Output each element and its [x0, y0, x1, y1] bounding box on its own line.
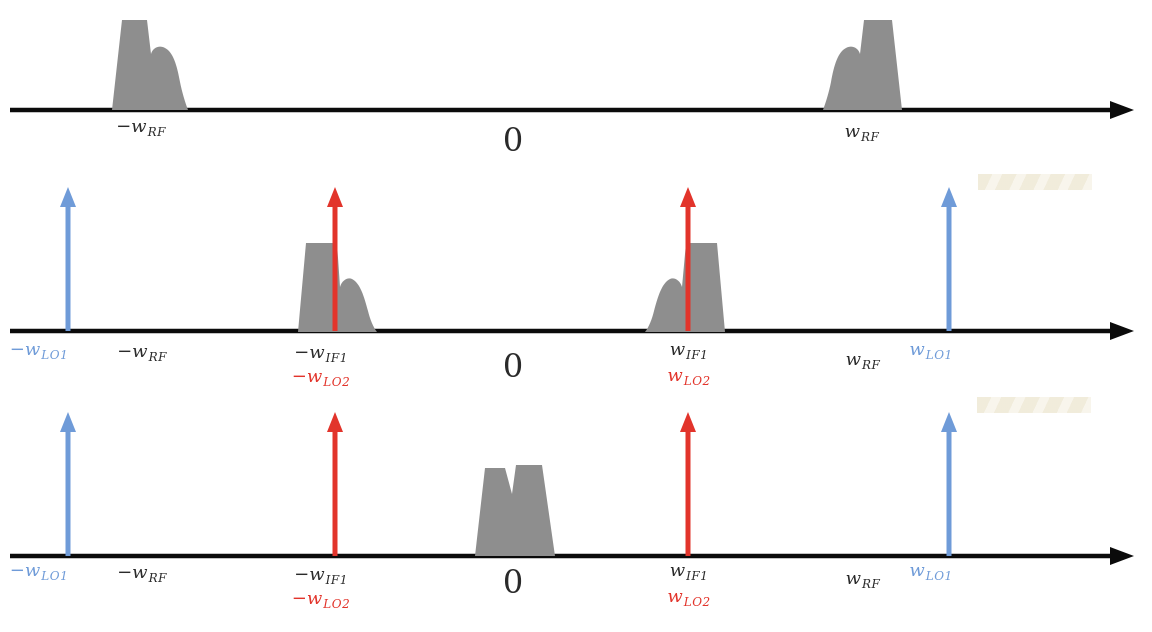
label-neg-wif1-row2: −wIF1	[294, 342, 348, 365]
label-text: w	[667, 365, 683, 386]
spectrum-row-if1	[10, 187, 1134, 340]
label-text: w	[845, 568, 862, 589]
label-neg-wrf-row2: −wRF	[117, 341, 167, 364]
label-text: −w	[116, 116, 147, 137]
lo2-impulse-positive-head	[680, 412, 696, 432]
label-subscript: LO2	[323, 597, 351, 611]
spectrum-row-rf	[10, 20, 1134, 119]
label-wrf-row2: wRF	[845, 349, 881, 372]
label-neg-wlo2-row2: −wLO2	[291, 366, 351, 389]
label-text: −w	[291, 588, 323, 609]
label-text: w	[667, 586, 683, 607]
label-neg-wlo2-row3: −wLO2	[291, 588, 351, 611]
label-neg-wif1-row3: −wIF1	[294, 564, 348, 587]
label-subscript: IF1	[686, 569, 709, 583]
label-text: w	[909, 339, 925, 360]
axis-arrowhead-row2	[1110, 322, 1134, 340]
label-subscript: RF	[862, 358, 881, 372]
label-neg-wlo1-row2: −wLO1	[9, 339, 69, 362]
label-wrf-row1: wRF	[844, 121, 880, 144]
lo1-impulse-positive-head	[941, 412, 957, 432]
label-text: w	[669, 560, 686, 581]
label-subscript: RF	[148, 350, 167, 364]
label-wlo1-row3: wLO1	[909, 560, 953, 583]
baseband-spectrum	[475, 465, 555, 556]
lo2-impulse-negative-head	[327, 412, 343, 432]
label-text: −w	[9, 560, 41, 581]
label-text: −w	[9, 339, 41, 360]
label-neg-wrf-row1: −wRF	[116, 116, 166, 139]
label-subscript: IF1	[325, 351, 348, 365]
spectrum-row-baseband	[10, 412, 1134, 565]
label-subscript: LO1	[925, 569, 953, 583]
rf-spectrum-negative	[112, 20, 188, 110]
rf-spectrum-positive	[823, 20, 902, 110]
watermark-stripes	[977, 397, 1091, 413]
axis-arrowhead-row1	[1110, 101, 1134, 119]
lo2-impulse-negative-head	[327, 187, 343, 207]
label-wif1-row2: wIF1	[669, 339, 709, 362]
axis-arrowhead-row3	[1110, 547, 1134, 565]
label-subscript: IF1	[325, 573, 348, 587]
lo1-impulse-negative-head	[60, 187, 76, 207]
label-neg-wlo1-row3: −wLO1	[9, 560, 69, 583]
label-zero-row2: 0	[502, 347, 524, 385]
label-subscript: RF	[148, 571, 167, 585]
if1-spectrum-positive	[645, 243, 725, 332]
lo1-impulse-positive-head	[941, 187, 957, 207]
label-wrf-row3: wRF	[845, 568, 881, 591]
lo2-impulse-positive-head	[680, 187, 696, 207]
label-zero-row1: 0	[502, 121, 524, 159]
label-subscript: LO2	[323, 375, 351, 389]
label-wlo2-row3: wLO2	[667, 586, 711, 609]
label-text: −w	[117, 341, 148, 362]
label-subscript: LO1	[925, 348, 953, 362]
label-subscript: RF	[861, 130, 880, 144]
label-wlo2-row2: wLO2	[667, 365, 711, 388]
label-subscript: RF	[147, 125, 166, 139]
label-zero-row3: 0	[502, 563, 524, 601]
label-subscript: LO1	[41, 569, 69, 583]
label-subscript: LO2	[683, 595, 711, 609]
label-text: w	[909, 560, 925, 581]
label-text: w	[845, 349, 862, 370]
label-text: w	[669, 339, 686, 360]
watermark-stripes	[978, 174, 1092, 190]
label-text: −w	[291, 366, 323, 387]
label-wlo1-row2: wLO1	[909, 339, 953, 362]
label-text: −w	[294, 342, 325, 363]
label-neg-wrf-row3: −wRF	[117, 562, 167, 585]
label-subscript: LO1	[41, 348, 69, 362]
lo1-impulse-negative-head	[60, 412, 76, 432]
label-subscript: RF	[862, 577, 881, 591]
label-subscript: LO2	[683, 374, 711, 388]
label-wif1-row3: wIF1	[669, 560, 709, 583]
label-text: −w	[294, 564, 325, 585]
label-text: w	[844, 121, 861, 142]
label-text: −w	[117, 562, 148, 583]
label-subscript: IF1	[686, 348, 709, 362]
